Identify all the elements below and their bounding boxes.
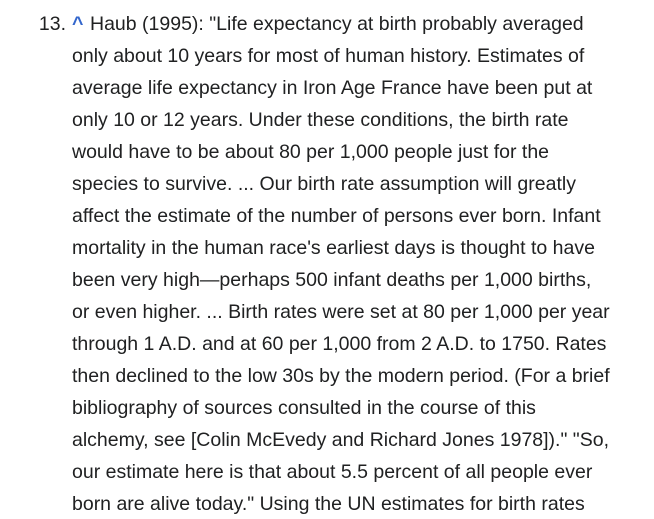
reference-text-line: average life expectancy in Iron Age Fran… — [72, 77, 593, 99]
reference-text-line: affect the estimate of the number of per… — [72, 205, 601, 227]
reference-text-line: been very high—perhaps 500 infant deaths… — [72, 269, 592, 291]
reference-text-line: would have to be about 80 per 1,000 peop… — [72, 141, 550, 163]
reference-text: Haub (1995): "Life expectancy at birth p… — [72, 8, 642, 519]
reference-text-line: our estimate here is that about 5.5 perc… — [72, 461, 593, 483]
reference-text-line: born are alive today." Using the UN esti… — [72, 493, 585, 515]
backlink-caret-icon[interactable]: ^ — [72, 13, 84, 35]
reference-text-line: mortality in the human race's earliest d… — [72, 237, 595, 259]
reference-text-line: alchemy, see [Colin McEvedy and Richard … — [72, 429, 609, 451]
reference-text-line: Haub (1995): "Life expectancy at birth p… — [90, 13, 584, 35]
reference-text-line: or even higher. ... Birth rates were set… — [72, 301, 610, 323]
reference-text-line: through 1 A.D. and at 60 per 1,000 from … — [72, 333, 607, 355]
reference-text-line: then declined to the low 30s by the mode… — [72, 365, 610, 387]
reference-text-line: bibliography of sources consulted in the… — [72, 397, 536, 419]
reference-text-line: only 10 or 12 years. Under these conditi… — [72, 109, 569, 131]
reference-number: 13. — [38, 13, 66, 35]
reference-text-line: species to survive. ... Our birth rate a… — [72, 173, 576, 195]
reference-text-line: only about 10 years for most of human hi… — [72, 45, 585, 67]
